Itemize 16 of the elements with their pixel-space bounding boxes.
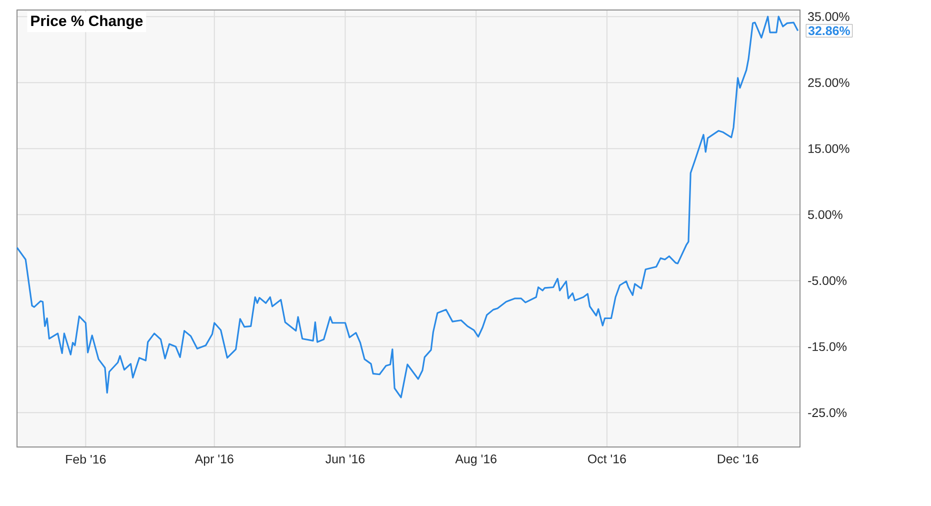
annotation: 32.86% (808, 26, 850, 36)
chart-title: Price % Change (31, 15, 143, 30)
y-tick-label: 5.00% (808, 210, 842, 220)
x-tick-label: Oct '16 (588, 454, 626, 464)
y-tick-label: 35.00% (808, 12, 850, 21)
y-tick-label: -15.0% (808, 342, 847, 352)
x-tick-label: Jun '16 (326, 454, 365, 464)
y-tick-label: 25.00% (808, 78, 850, 88)
y-tick-label: 15.00% (808, 144, 850, 154)
x-tick-label: Apr '16 (194, 454, 234, 466)
x-tick-label: Aug '16 (455, 454, 496, 466)
y-tick-label: -25.0% (808, 408, 847, 418)
y-tick-label: -5.00% (808, 276, 847, 286)
x-tick-label: Feb '16 (66, 454, 106, 464)
line-series (16, 16, 799, 398)
x-tick-label: Dec '16 (718, 454, 758, 464)
